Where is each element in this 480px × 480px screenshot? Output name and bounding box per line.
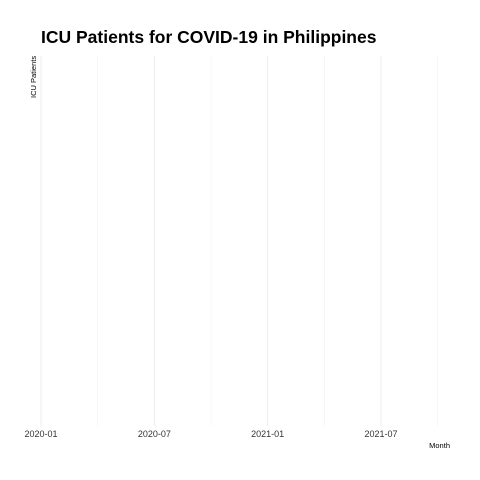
x-axis-label: Month [429,441,450,450]
x-tick-label: 2020-07 [138,429,171,439]
x-axis-ticks: 2020-01 2020-07 2021-01 2021-07 [24,429,397,439]
y-axis-label: ICU Patients [29,56,38,98]
x-tick-label: 2021-01 [251,429,284,439]
x-tick-label: 2021-07 [364,429,397,439]
chart-title: ICU Patients for COVID-19 in Philippines [41,27,377,47]
x-tick-label: 2020-01 [24,429,57,439]
grid-lines [40,56,438,426]
